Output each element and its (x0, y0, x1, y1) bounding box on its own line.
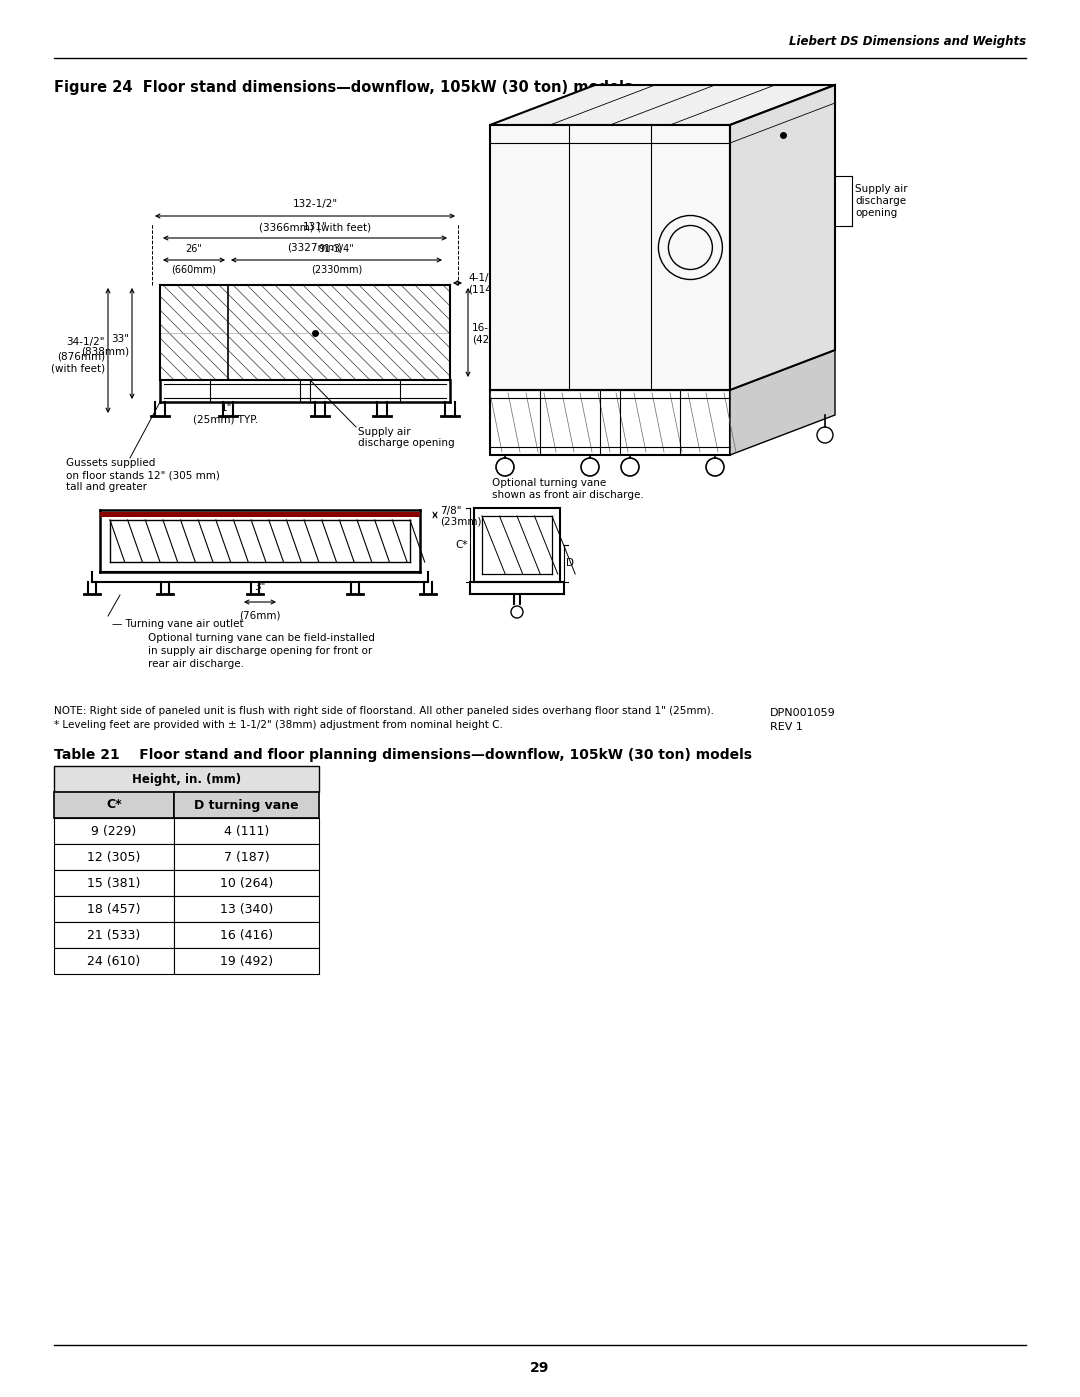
Text: REV 1: REV 1 (770, 722, 802, 732)
Text: 132-1/2": 132-1/2" (293, 198, 338, 210)
Text: 3": 3" (254, 583, 266, 592)
Bar (174, 844, 319, 870)
Bar (54, 844, 174, 870)
Text: discharge opening: discharge opening (357, 439, 455, 448)
Text: 13 (340): 13 (340) (220, 902, 273, 915)
Text: 18 (457): 18 (457) (87, 902, 140, 915)
Text: (25mm) TYP.: (25mm) TYP. (193, 415, 258, 425)
Text: 16-3/4": 16-3/4" (472, 323, 511, 332)
Text: (76mm): (76mm) (240, 610, 281, 620)
Bar (174, 922, 319, 949)
Bar (174, 819, 319, 844)
Text: Table 21    Floor stand and floor planning dimensions—downflow, 105kW (30 ton) m: Table 21 Floor stand and floor planning … (54, 747, 752, 761)
Text: Liebert DS Dimensions and Weights: Liebert DS Dimensions and Weights (788, 35, 1026, 49)
Text: 131": 131" (302, 222, 327, 232)
Text: 15 (381): 15 (381) (87, 876, 140, 890)
Text: D turning vane: D turning vane (194, 799, 299, 812)
Text: (876mm): (876mm) (57, 352, 105, 362)
Text: 21 (533): 21 (533) (87, 929, 140, 942)
Bar (54, 766, 319, 792)
Text: 4 (111): 4 (111) (224, 824, 269, 837)
Bar (54, 895, 174, 922)
Bar (100, 511, 420, 517)
Text: 29: 29 (530, 1361, 550, 1375)
Bar (54, 819, 174, 844)
Bar (54, 870, 174, 895)
Text: tall and greater: tall and greater (66, 482, 147, 492)
Text: Height, in. (mm): Height, in. (mm) (132, 773, 241, 785)
Text: Figure 24  Floor stand dimensions—downflow, 105kW (30 ton) models: Figure 24 Floor stand dimensions—downflo… (54, 80, 633, 95)
Polygon shape (490, 351, 835, 390)
Bar (54, 792, 174, 819)
Text: 12 (305): 12 (305) (87, 851, 140, 863)
Text: Supply air: Supply air (855, 184, 907, 194)
Text: 33": 33" (111, 334, 129, 344)
Text: 1": 1" (220, 402, 232, 414)
Text: (3366mm) (with feet): (3366mm) (with feet) (259, 222, 372, 232)
Bar (54, 922, 174, 949)
Bar (490, 390, 730, 455)
Bar (174, 870, 319, 895)
Text: 16 (416): 16 (416) (220, 929, 273, 942)
Text: discharge: discharge (855, 197, 906, 207)
Bar (160, 285, 450, 380)
Text: on floor stands 12" (305 mm): on floor stands 12" (305 mm) (66, 469, 220, 481)
Text: opening: opening (855, 208, 897, 218)
Text: NOTE: Right side of paneled unit is flush with right side of floorstand. All oth: NOTE: Right side of paneled unit is flus… (54, 705, 714, 717)
Text: 10 (264): 10 (264) (220, 876, 273, 890)
Text: * Leveling feet are provided with ± 1-1/2" (38mm) adjustment from nominal height: * Leveling feet are provided with ± 1-1/… (54, 719, 503, 731)
Text: (with feet): (with feet) (51, 363, 105, 373)
Polygon shape (490, 85, 835, 124)
Text: 34-1/2": 34-1/2" (67, 338, 105, 348)
Text: (23mm): (23mm) (440, 517, 482, 527)
Bar (174, 792, 319, 819)
Text: Gussets supplied: Gussets supplied (66, 458, 156, 468)
Bar (490, 124, 730, 390)
Text: rear air discharge.: rear air discharge. (148, 659, 244, 669)
Text: 4-1/2": 4-1/2" (468, 272, 500, 284)
Text: in supply air discharge opening for front or: in supply air discharge opening for fron… (148, 645, 373, 657)
Text: (838mm): (838mm) (81, 346, 129, 356)
Text: 91-3/4": 91-3/4" (319, 244, 354, 254)
Bar (174, 895, 319, 922)
Text: (3327mm): (3327mm) (287, 243, 342, 253)
Polygon shape (730, 351, 835, 455)
Text: 7 (187): 7 (187) (224, 851, 269, 863)
Text: 26": 26" (186, 244, 202, 254)
Bar (54, 949, 174, 974)
Text: shown as front air discharge.: shown as front air discharge. (492, 490, 644, 500)
Text: D: D (566, 559, 573, 569)
Text: Optional turning vane can be field-installed: Optional turning vane can be field-insta… (148, 633, 375, 643)
Bar (174, 949, 319, 974)
Text: — Turning vane air outlet: — Turning vane air outlet (112, 619, 244, 629)
Text: 9 (229): 9 (229) (92, 824, 137, 837)
Text: C*: C* (106, 799, 122, 812)
Text: Optional turning vane: Optional turning vane (492, 478, 606, 488)
Text: 24 (610): 24 (610) (87, 954, 140, 968)
Text: (425mm): (425mm) (472, 334, 521, 345)
Text: C*: C* (456, 541, 468, 550)
Polygon shape (730, 85, 835, 390)
Text: DPN001059: DPN001059 (770, 708, 836, 718)
Text: (660mm): (660mm) (172, 265, 216, 275)
Text: 7/8": 7/8" (440, 506, 461, 515)
Text: (2330mm): (2330mm) (311, 265, 362, 275)
Text: 19 (492): 19 (492) (220, 954, 273, 968)
Text: (114mm): (114mm) (468, 285, 516, 295)
Text: Supply air: Supply air (357, 427, 410, 437)
